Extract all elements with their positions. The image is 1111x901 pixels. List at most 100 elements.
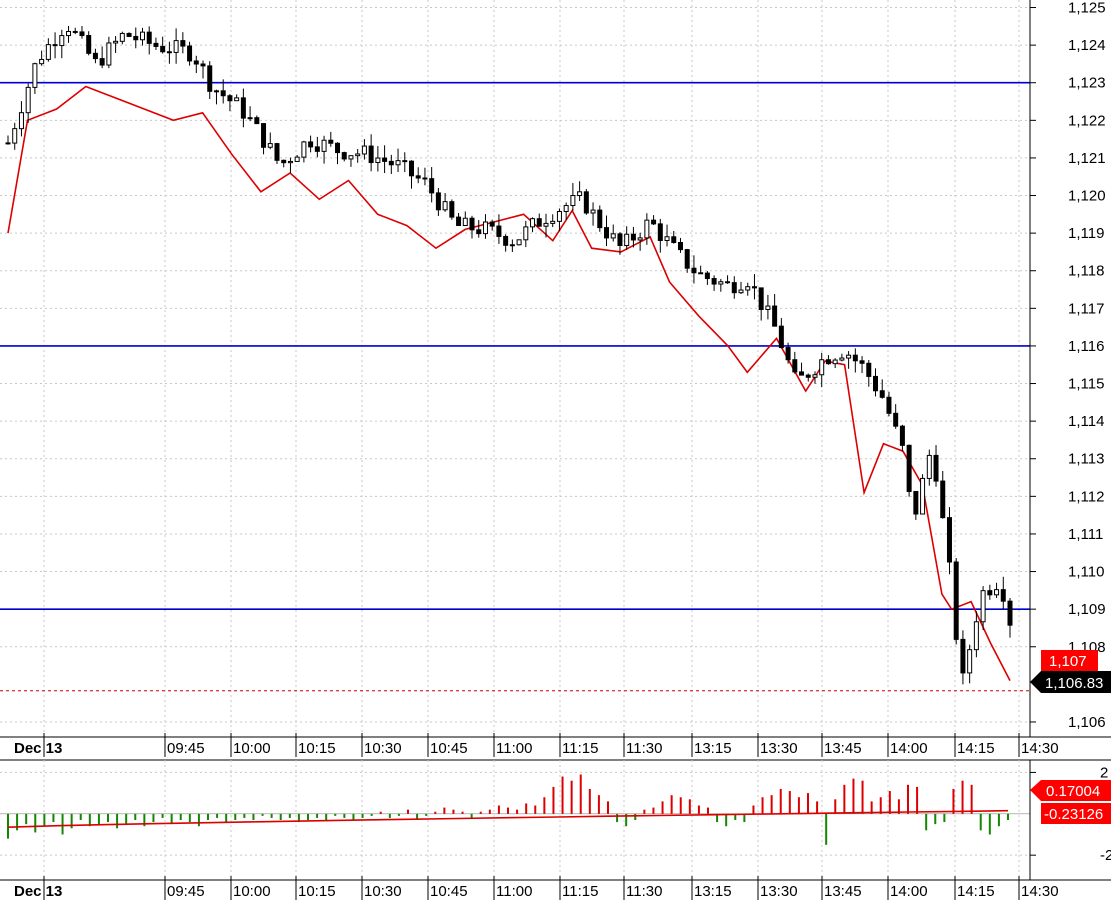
- time-tick-label: 14:30: [1021, 740, 1059, 757]
- candle-body: [644, 219, 650, 239]
- candle-body: [906, 444, 912, 492]
- candle-body: [66, 30, 72, 37]
- candle-body: [382, 157, 388, 162]
- candle-body: [718, 281, 724, 285]
- candle-body: [435, 192, 441, 211]
- time-tick-label: 13:45: [824, 883, 862, 900]
- candle-body: [738, 289, 744, 294]
- histogram-lower-marker: -0.23126: [1041, 803, 1111, 824]
- candle-body: [597, 209, 603, 229]
- candle-body: [799, 371, 805, 376]
- time-tick-label: 09:45: [167, 883, 205, 900]
- time-tick-label: 10:45: [430, 883, 468, 900]
- candle-body: [825, 359, 831, 365]
- candle-body: [375, 157, 381, 164]
- candle-body: [469, 217, 475, 231]
- candle-body: [994, 589, 1000, 596]
- candle-body: [550, 220, 556, 224]
- red-indicator-line: [7, 85, 1011, 681]
- candle-body: [294, 156, 300, 162]
- candle-body: [489, 221, 495, 227]
- candle-body: [496, 225, 502, 237]
- histogram-signal-line: [7, 809, 1009, 828]
- candle-body: [536, 218, 542, 227]
- candle-body: [456, 216, 462, 226]
- candle-body: [476, 229, 482, 235]
- candle-body: [731, 282, 737, 294]
- candle-body: [893, 412, 899, 427]
- histogram-panel: 2 -2 0.17004 -0.23126: [0, 759, 1111, 880]
- candle-body: [523, 226, 529, 241]
- time-tick-label: 11:00: [496, 740, 532, 757]
- candle-body: [348, 155, 354, 160]
- candle-body: [765, 305, 771, 310]
- candle-body: [677, 241, 683, 251]
- candle-body: [99, 58, 105, 66]
- candle-body: [758, 287, 764, 310]
- price-tick-label: 1,122: [1068, 112, 1106, 129]
- hist-tick-label: -2: [1100, 847, 1111, 864]
- candle-body: [355, 153, 361, 157]
- candle-body: [422, 177, 428, 180]
- candle-body: [839, 357, 845, 361]
- histogram-axis-ticks: 2 -2: [1030, 764, 1111, 864]
- candle-body: [449, 201, 455, 218]
- price-tick-label: 1,109: [1068, 601, 1106, 618]
- candle-body: [570, 195, 576, 207]
- price-tick-label: 1,114: [1068, 413, 1104, 430]
- candle-body: [328, 139, 334, 144]
- candle-body: [193, 60, 199, 65]
- candle-body: [234, 97, 240, 102]
- time-tick-label: 10:00: [233, 883, 271, 900]
- candle-body: [590, 209, 596, 214]
- candle-body: [577, 191, 583, 197]
- candle-body: [261, 123, 267, 148]
- candle-body: [92, 52, 98, 60]
- candle-body: [704, 272, 710, 280]
- candle-body: [684, 249, 690, 269]
- candle-body: [967, 649, 973, 674]
- time-tick-label: 09:45: [167, 740, 205, 757]
- price-tick-label: 1,120: [1068, 188, 1106, 205]
- histogram-lower-label: -0.23126: [1044, 806, 1103, 823]
- candle-body: [388, 160, 394, 166]
- time-tick-label: 11:15: [562, 740, 598, 757]
- candle-body: [341, 152, 347, 160]
- candle-body: [160, 45, 166, 53]
- candle-body: [946, 517, 952, 563]
- time-tick-label: 13:15: [694, 883, 732, 900]
- candle-body: [113, 40, 119, 44]
- candle-body: [173, 40, 179, 53]
- candle-body: [651, 219, 657, 225]
- candle-body: [301, 141, 307, 158]
- candle-body: [691, 267, 697, 274]
- candle-body: [220, 90, 226, 97]
- candle-body: [725, 281, 731, 284]
- time-tick-label: 13:15: [694, 740, 732, 757]
- candle-body: [166, 51, 172, 54]
- time-tick-label: 11:00: [496, 883, 532, 900]
- price-tick-label: 1,119: [1068, 225, 1104, 242]
- candle-body: [153, 42, 159, 47]
- time-tick-label: 13:30: [760, 883, 798, 900]
- candle-body: [133, 35, 139, 41]
- candle-body: [583, 191, 589, 214]
- candle-body: [953, 561, 959, 640]
- candle-body: [126, 32, 132, 37]
- candle-body: [630, 233, 636, 241]
- candle-body: [368, 145, 374, 164]
- time-tick-label: 13:45: [824, 740, 862, 757]
- candle-body: [442, 201, 448, 211]
- candle-body: [563, 205, 569, 213]
- candle-body: [805, 374, 811, 378]
- candle-body: [960, 638, 966, 674]
- candle-body: [698, 272, 704, 275]
- candle-body: [879, 390, 885, 398]
- candle-body: [180, 40, 186, 47]
- candle-body: [395, 160, 401, 166]
- candle-body: [200, 63, 206, 67]
- candle-body: [207, 65, 213, 92]
- price-tick-label: 1,113: [1068, 451, 1104, 468]
- candle-body: [873, 375, 879, 392]
- candle-body: [314, 146, 320, 152]
